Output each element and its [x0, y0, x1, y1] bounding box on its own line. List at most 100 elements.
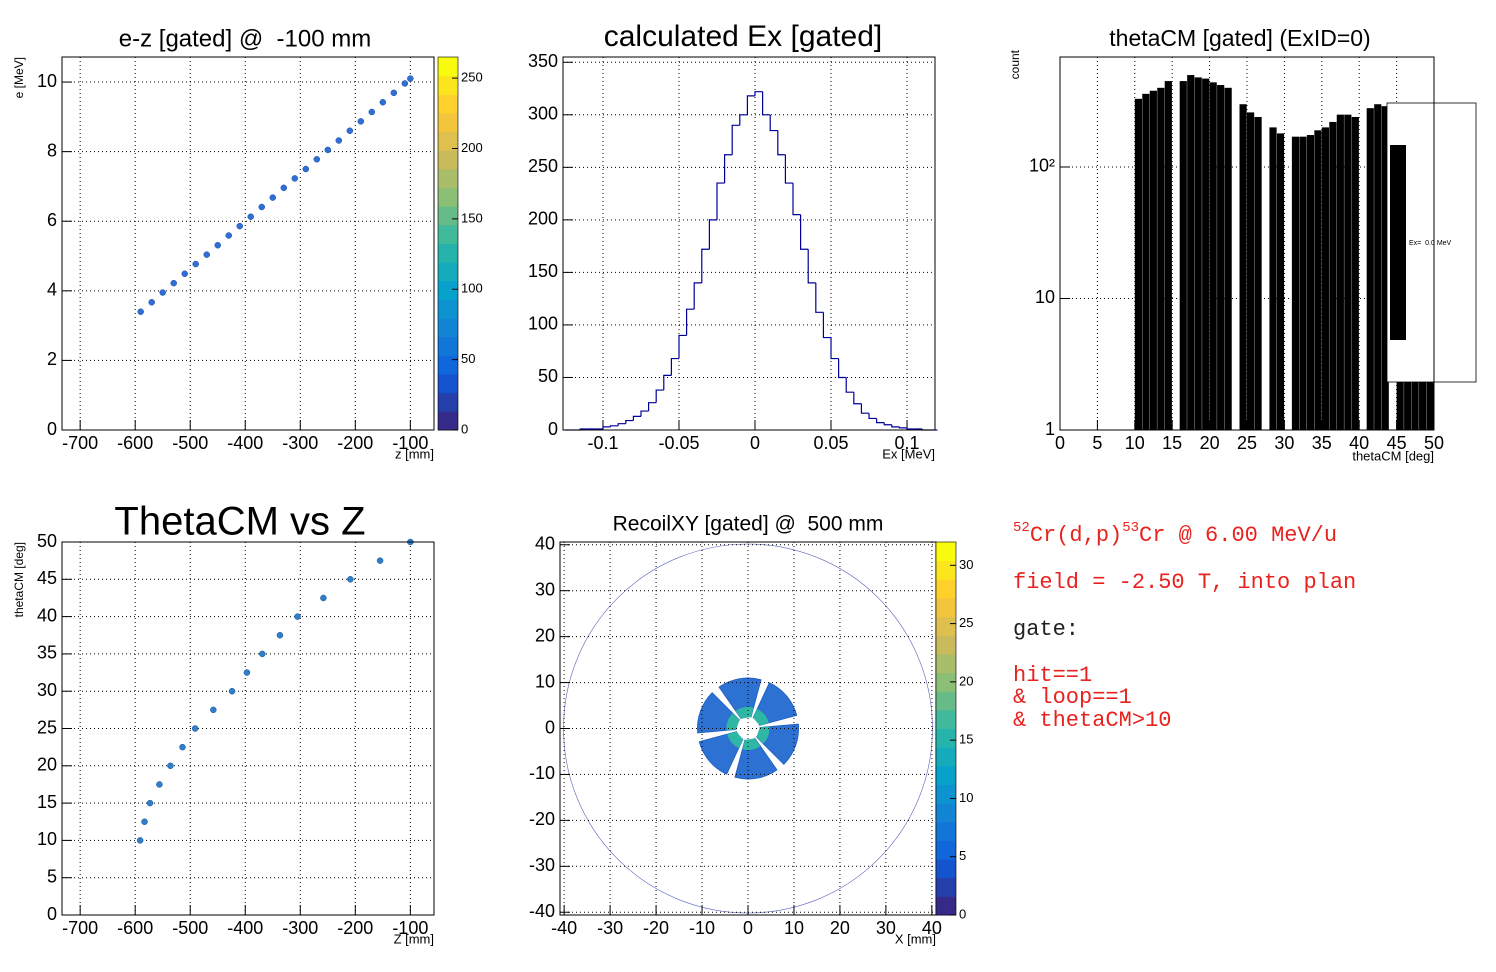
bar — [1366, 108, 1374, 430]
x-axis-title: z [mm] — [395, 446, 434, 461]
y-tick-label: -30 — [529, 855, 555, 875]
colorbar-band — [438, 57, 458, 77]
x-tick-label: -10 — [689, 918, 715, 938]
colorbar-band — [438, 374, 458, 394]
colorbar-band — [936, 616, 956, 636]
x-tick-label: -200 — [337, 433, 373, 453]
point — [313, 156, 321, 163]
y-axis-title: thetaCM [deg] — [12, 542, 26, 617]
histogram-step — [678, 334, 687, 359]
superscript: 52 — [1013, 520, 1030, 536]
x-tick-label: 35 — [1312, 433, 1332, 453]
y-tick-label: 40 — [37, 605, 57, 625]
x-tick-label: 15 — [1162, 433, 1182, 453]
x-tick-label: -20 — [643, 918, 669, 938]
bar — [1336, 114, 1344, 430]
y-tick-label: 8 — [47, 140, 57, 160]
histogram-step — [784, 154, 794, 184]
recoil-core — [742, 738, 761, 751]
axis-frame — [1059, 56, 1435, 431]
x-tick-label: -600 — [117, 918, 153, 938]
point — [258, 203, 266, 211]
point — [228, 687, 236, 695]
title: ThetaCM vs Z — [114, 500, 365, 544]
axis-frame — [61, 541, 435, 916]
plot-frame — [62, 57, 434, 430]
title: thetaCM [gated] (ExID=0) — [1109, 25, 1370, 51]
y-tick-label: 15 — [37, 792, 57, 812]
colorbar-band — [438, 299, 458, 319]
point — [347, 576, 354, 583]
x-tick-label: 0 — [750, 433, 760, 453]
point — [179, 743, 186, 751]
colorbar-label: 20 — [959, 673, 973, 688]
x-tick-label: 5 — [1092, 433, 1102, 453]
condition: & loop==1 — [1013, 685, 1132, 710]
histogram-step — [762, 91, 771, 116]
point — [159, 289, 166, 296]
y-axis-title: e [MeV] — [12, 57, 26, 98]
histogram-step — [807, 249, 816, 284]
x-tick-label: -300 — [282, 433, 318, 453]
x-tick-label: -500 — [172, 433, 208, 453]
y-tick-label: 45 — [37, 568, 57, 588]
point — [376, 557, 384, 564]
bar — [1291, 136, 1300, 430]
x-tick-label: -400 — [227, 433, 263, 453]
recoil-core — [753, 709, 769, 726]
histogram-step — [906, 427, 915, 430]
y-axis-title: count — [1008, 49, 1022, 79]
point — [146, 799, 154, 807]
histogram-step — [701, 248, 710, 283]
point — [225, 232, 232, 239]
title: calculated Ex [gated] — [604, 20, 883, 53]
bar — [1194, 77, 1202, 430]
colorbar-label: 10 — [959, 790, 973, 805]
point — [294, 613, 301, 620]
y-tick-label: 350 — [528, 51, 558, 71]
colorbar-band — [936, 840, 956, 860]
colorbar-band — [438, 75, 458, 95]
y-tick-label: 0 — [548, 419, 558, 439]
colorbar-band — [936, 653, 956, 674]
histogram-step — [647, 402, 657, 412]
plot-frame — [563, 57, 935, 430]
point — [324, 146, 332, 154]
x-tick-label: -0.05 — [658, 433, 699, 453]
x-axis-title: X [mm] — [895, 931, 936, 946]
point — [401, 80, 409, 87]
colorbar-band — [936, 560, 956, 580]
y-tick-label: 4 — [47, 280, 57, 300]
point — [320, 594, 327, 602]
plot — [62, 57, 434, 431]
y-tick-label: 50 — [538, 366, 558, 386]
bar — [1164, 81, 1172, 430]
colorbar-label: 15 — [959, 732, 973, 747]
legend-swatch — [1390, 145, 1406, 340]
x-axis-title: Z [mm] — [394, 931, 434, 946]
point — [357, 118, 365, 125]
x-tick-label: 0 — [1055, 433, 1065, 453]
point — [368, 108, 376, 116]
x-axis-title: Ex [MeV] — [882, 446, 935, 461]
bar — [1374, 104, 1382, 431]
y-tick-label: 20 — [37, 755, 57, 775]
histogram-step — [670, 357, 679, 376]
bar — [1269, 127, 1277, 430]
recoil-core — [756, 726, 770, 744]
colorbar-label: 25 — [959, 615, 973, 630]
point — [203, 251, 210, 258]
point — [148, 299, 155, 306]
point — [170, 279, 177, 287]
x-tick-label: 30 — [876, 918, 896, 938]
y-tick-label: 0 — [47, 419, 57, 439]
reaction: 52Cr(d,p)53Cr @ 6.00 MeV/u — [1013, 520, 1337, 548]
y-tick-label: 150 — [528, 261, 558, 281]
x-tick-label: -40 — [551, 918, 577, 938]
histogram-step — [746, 95, 756, 115]
bar — [1187, 75, 1195, 430]
colorbar-label: 0 — [461, 421, 468, 436]
histogram-step — [830, 337, 839, 360]
x-tick-label: 20 — [830, 918, 850, 938]
colorbar-band — [936, 765, 956, 785]
